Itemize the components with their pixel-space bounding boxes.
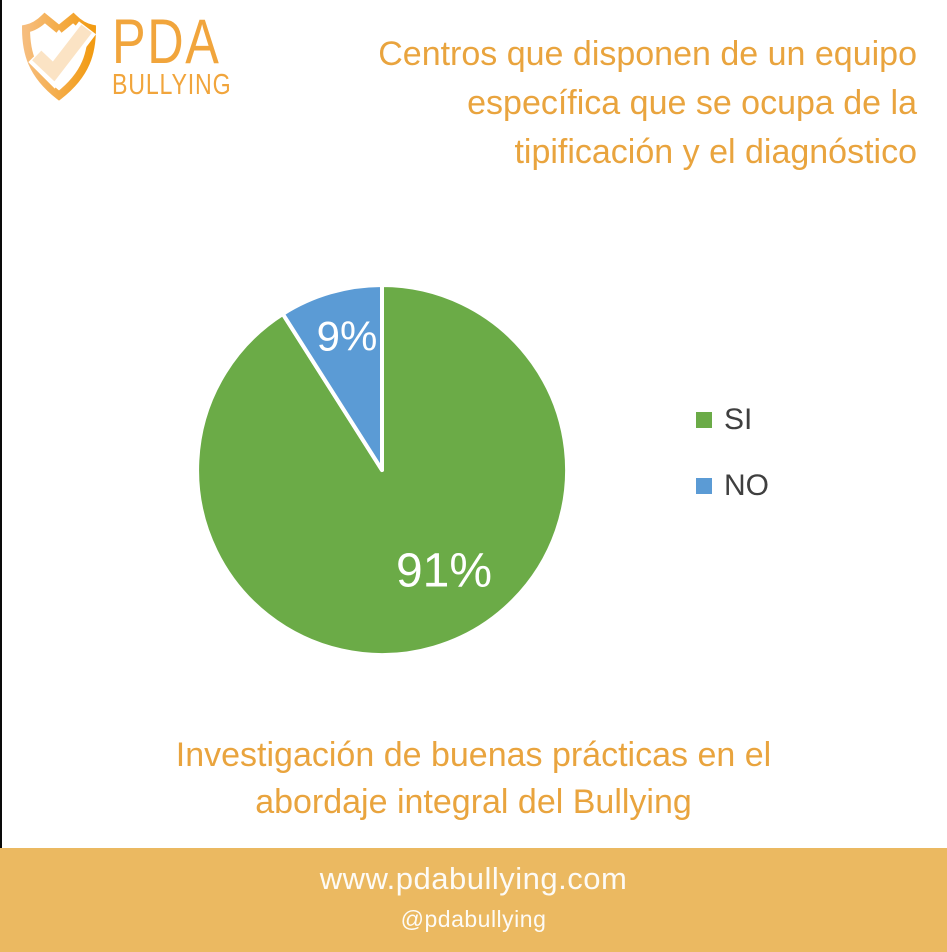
legend-label-no: NO bbox=[724, 469, 769, 502]
left-edge-border bbox=[0, 0, 2, 848]
pie-value-label-no: 9% bbox=[317, 313, 378, 360]
study-caption: Investigación de buenas prácticas en el … bbox=[0, 732, 947, 826]
pie-chart: 9% 91% bbox=[197, 285, 567, 655]
chart-title-line-1: Centros que disponen de un equipo bbox=[378, 35, 917, 73]
legend-swatch-no bbox=[696, 478, 712, 494]
footer-band: www.pdabullying.com @pdabullying bbox=[0, 848, 947, 952]
shield-check-icon bbox=[22, 12, 97, 101]
brand-name-top: PDA bbox=[112, 7, 221, 77]
chart-legend: SI NO bbox=[696, 404, 769, 502]
legend-item-si: SI bbox=[696, 404, 769, 436]
brand-logo: PDA BULLYING bbox=[14, 10, 261, 108]
study-caption-line-2: abordaje integral del Bullying bbox=[255, 783, 692, 821]
chart-title: Centros que disponen de un equipo especí… bbox=[297, 30, 917, 177]
footer-website: www.pdabullying.com bbox=[319, 861, 628, 896]
study-caption-line-1: Investigación de buenas prácticas en el bbox=[175, 736, 772, 774]
legend-swatch-si bbox=[696, 412, 712, 428]
chart-title-line-2: específica que se ocupa de la bbox=[467, 84, 917, 122]
legend-label-si: SI bbox=[724, 403, 753, 436]
chart-title-line-3: tipificación y el diagnóstico bbox=[514, 133, 917, 171]
footer-social-handle: @pdabullying bbox=[400, 906, 547, 932]
pie-value-label-si: 91% bbox=[396, 545, 492, 598]
brand-wordmark: PDA BULLYING bbox=[112, 10, 261, 100]
legend-item-no: NO bbox=[696, 470, 769, 502]
pie-slice-no bbox=[280, 285, 384, 472]
brand-name-bottom: BULLYING bbox=[112, 69, 232, 101]
